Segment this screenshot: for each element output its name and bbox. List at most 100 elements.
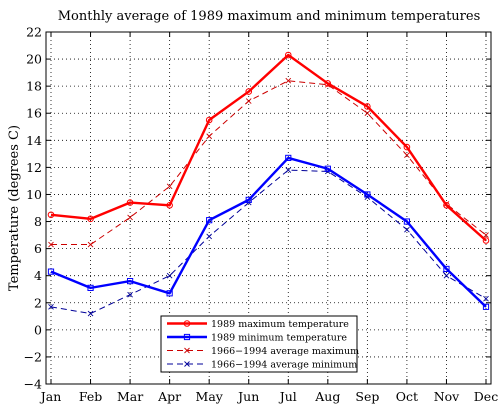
data-point (443, 272, 450, 279)
x-marker-stroke (404, 226, 410, 233)
x-marker-stroke (166, 272, 173, 279)
chart-title: Monthly average of 1989 maximum and mini… (58, 9, 481, 24)
data-point (166, 290, 173, 297)
data-point (245, 196, 252, 203)
data-point (87, 241, 94, 248)
x-tick-label-sep: Sep (355, 389, 379, 404)
data-point (403, 218, 411, 225)
y-tick-label: 0 (34, 322, 42, 337)
legend-label: 1989 maximum temperature (211, 319, 349, 330)
x-tick-label-nov: Nov (434, 389, 460, 404)
x-tick-label-feb: Feb (79, 389, 102, 404)
y-tick-label: 4 (34, 268, 42, 283)
legend-label: 1966−1994 average maximum (211, 346, 359, 357)
series-0 (47, 51, 490, 244)
series-line-0 (50, 53, 487, 242)
axis-ticks: −4 −2 0 2 4 6 8 10 12 14 16 18 20 22 Jan Feb Mar Apr May Ju… (24, 25, 499, 405)
legend-item-2: 1966−1994 average maximum (167, 346, 359, 357)
data-point (206, 133, 213, 140)
x-marker-stroke (127, 291, 133, 298)
x-marker-stroke (404, 152, 410, 159)
y-tick-label: 8 (34, 214, 42, 229)
x-marker-stroke (184, 347, 190, 354)
data-point (285, 77, 292, 84)
x-marker-stroke (245, 98, 252, 104)
data-point (364, 110, 371, 117)
series-layer (47, 51, 490, 317)
y-tick-label: 10 (26, 187, 42, 202)
data-point (127, 291, 133, 298)
data-point (324, 165, 331, 172)
data-point (443, 265, 450, 273)
x-tick-label-jul: Jul (278, 389, 297, 404)
x-tick-label-jan: Jan (39, 389, 62, 404)
data-point (364, 103, 371, 110)
legend-label: 1989 minimum temperature (211, 333, 347, 344)
y-tick-label: 2 (34, 295, 42, 310)
x-tick-label-mar: Mar (117, 389, 143, 404)
data-point (87, 284, 94, 291)
x-marker-stroke (48, 304, 54, 310)
data-point (166, 272, 173, 279)
plot-area-frame (45, 31, 492, 385)
x-marker-stroke (483, 232, 489, 238)
y-tick-label: 16 (26, 106, 42, 121)
x-tick-label-may: May (196, 389, 224, 404)
y-tick-label: 20 (26, 52, 42, 67)
data-point (48, 241, 54, 248)
data-point (324, 80, 332, 87)
data-point (364, 191, 371, 198)
data-point (443, 201, 450, 209)
x-marker-stroke (166, 183, 173, 190)
data-point (285, 167, 292, 173)
data-point (87, 215, 94, 223)
legend-item-3: 1966−1994 average minimum (167, 360, 357, 371)
data-point (126, 278, 134, 285)
x-marker-stroke (127, 214, 133, 221)
data-point (483, 232, 489, 238)
data-point (47, 268, 55, 275)
y-tick-label: −4 (24, 377, 42, 392)
y-tick-label: 12 (26, 160, 42, 175)
x-marker-stroke (364, 110, 371, 117)
x-marker-stroke (87, 241, 94, 248)
data-point (404, 226, 410, 233)
series-3 (48, 167, 489, 317)
series-1 (47, 154, 490, 310)
legend-label: 1966−1994 average minimum (211, 360, 357, 371)
legend-box (160, 315, 358, 373)
x-marker-stroke (285, 77, 292, 84)
series-line-2 (51, 80, 487, 246)
data-point (126, 199, 134, 206)
x-tick-label-jun: Jun (236, 389, 259, 404)
data-point (285, 154, 292, 162)
data-point (48, 304, 54, 310)
data-point (206, 217, 213, 224)
x-marker-stroke (206, 233, 213, 240)
legend-item-1: 1989 minimum temperature (167, 333, 347, 344)
data-point (166, 201, 173, 209)
data-point (482, 237, 490, 244)
x-tick-label-dec: Dec (474, 389, 498, 404)
x-marker-stroke (87, 310, 94, 317)
data-point (482, 303, 490, 310)
y-axis-label: Temperature (degrees C) (7, 125, 22, 291)
x-marker-stroke (285, 167, 292, 173)
data-point (206, 233, 213, 240)
x-tick-label-oct: Oct (396, 389, 418, 404)
y-tick-label: 18 (26, 79, 42, 94)
legend: 1989 maximum temperature 1989 minimum tem… (160, 315, 359, 373)
data-point (245, 98, 252, 104)
x-marker-stroke (443, 272, 450, 279)
x-tick-label-apr: Apr (157, 389, 181, 404)
data-point (87, 310, 94, 317)
data-point (127, 214, 133, 221)
data-point (403, 143, 411, 151)
x-marker-stroke (206, 133, 213, 140)
y-tick-label: 14 (26, 133, 42, 148)
x-tick-label-aug: Aug (314, 389, 340, 404)
x-marker-stroke (184, 361, 190, 367)
y-tick-label: 6 (34, 241, 42, 256)
legend-marker (184, 347, 190, 354)
